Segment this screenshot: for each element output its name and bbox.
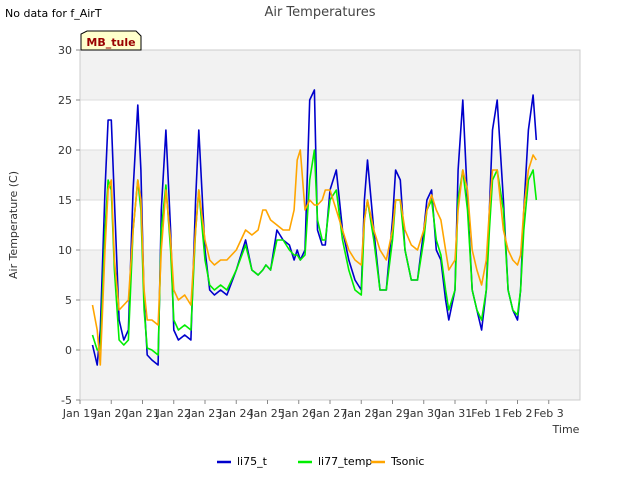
x-axis-label: Time [552, 423, 580, 436]
x-tick-label: Feb 2 [503, 407, 533, 420]
legend-label-li75_t: li75_t [237, 455, 268, 468]
x-tick-label: Jan 24 [218, 407, 253, 420]
x-tick-label: Jan 31 [437, 407, 472, 420]
y-tick-label: 30 [58, 44, 72, 57]
y-tick-label: 5 [65, 294, 72, 307]
chart-title: Air Temperatures [264, 5, 375, 20]
legend-label-Tsonic: Tsonic [390, 455, 424, 468]
y-axis-label: Air Temperature (C) [7, 171, 20, 279]
x-tick-label: Jan 26 [281, 407, 316, 420]
x-tick-label: Jan 23 [187, 407, 222, 420]
x-tick-label: Jan 21 [124, 407, 159, 420]
series-line-Tsonic [91, 149, 537, 366]
background-band [80, 350, 580, 400]
x-tick-label: Jan 19 [62, 407, 97, 420]
y-tick-label: 20 [58, 144, 72, 157]
x-tick-label: Jan 22 [156, 407, 191, 420]
x-tick-label: Jan 20 [93, 407, 128, 420]
y-axis-ticks: -5 0 5 10 15 20 25 30 [58, 44, 80, 407]
y-tick-label: -5 [61, 394, 72, 407]
no-data-note: No data for f_AirT [5, 7, 102, 20]
x-tick-label: Jan 25 [249, 407, 284, 420]
legend-label-li77_temp: li77_temp [318, 455, 372, 468]
y-tick-label: 0 [65, 344, 72, 357]
x-tick-label: Feb 1 [471, 407, 501, 420]
x-tick-label: Jan 29 [374, 407, 409, 420]
x-tick-label: Feb 3 [534, 407, 564, 420]
legend: li75_t li77_temp Tsonic [217, 455, 424, 468]
site-label: MB_tule [86, 36, 135, 49]
y-tick-label: 25 [58, 94, 72, 107]
x-tick-label: Jan 28 [343, 407, 378, 420]
y-tick-label: 15 [58, 194, 72, 207]
site-label-box: MB_tule [80, 30, 142, 51]
x-tick-label: Jan 30 [406, 407, 441, 420]
x-tick-label: Jan 27 [312, 407, 347, 420]
series-lines [91, 89, 538, 366]
y-tick-label: 10 [58, 244, 72, 257]
background-band [80, 50, 580, 100]
series-line-li77_temp [91, 149, 538, 356]
background-band [80, 250, 580, 300]
